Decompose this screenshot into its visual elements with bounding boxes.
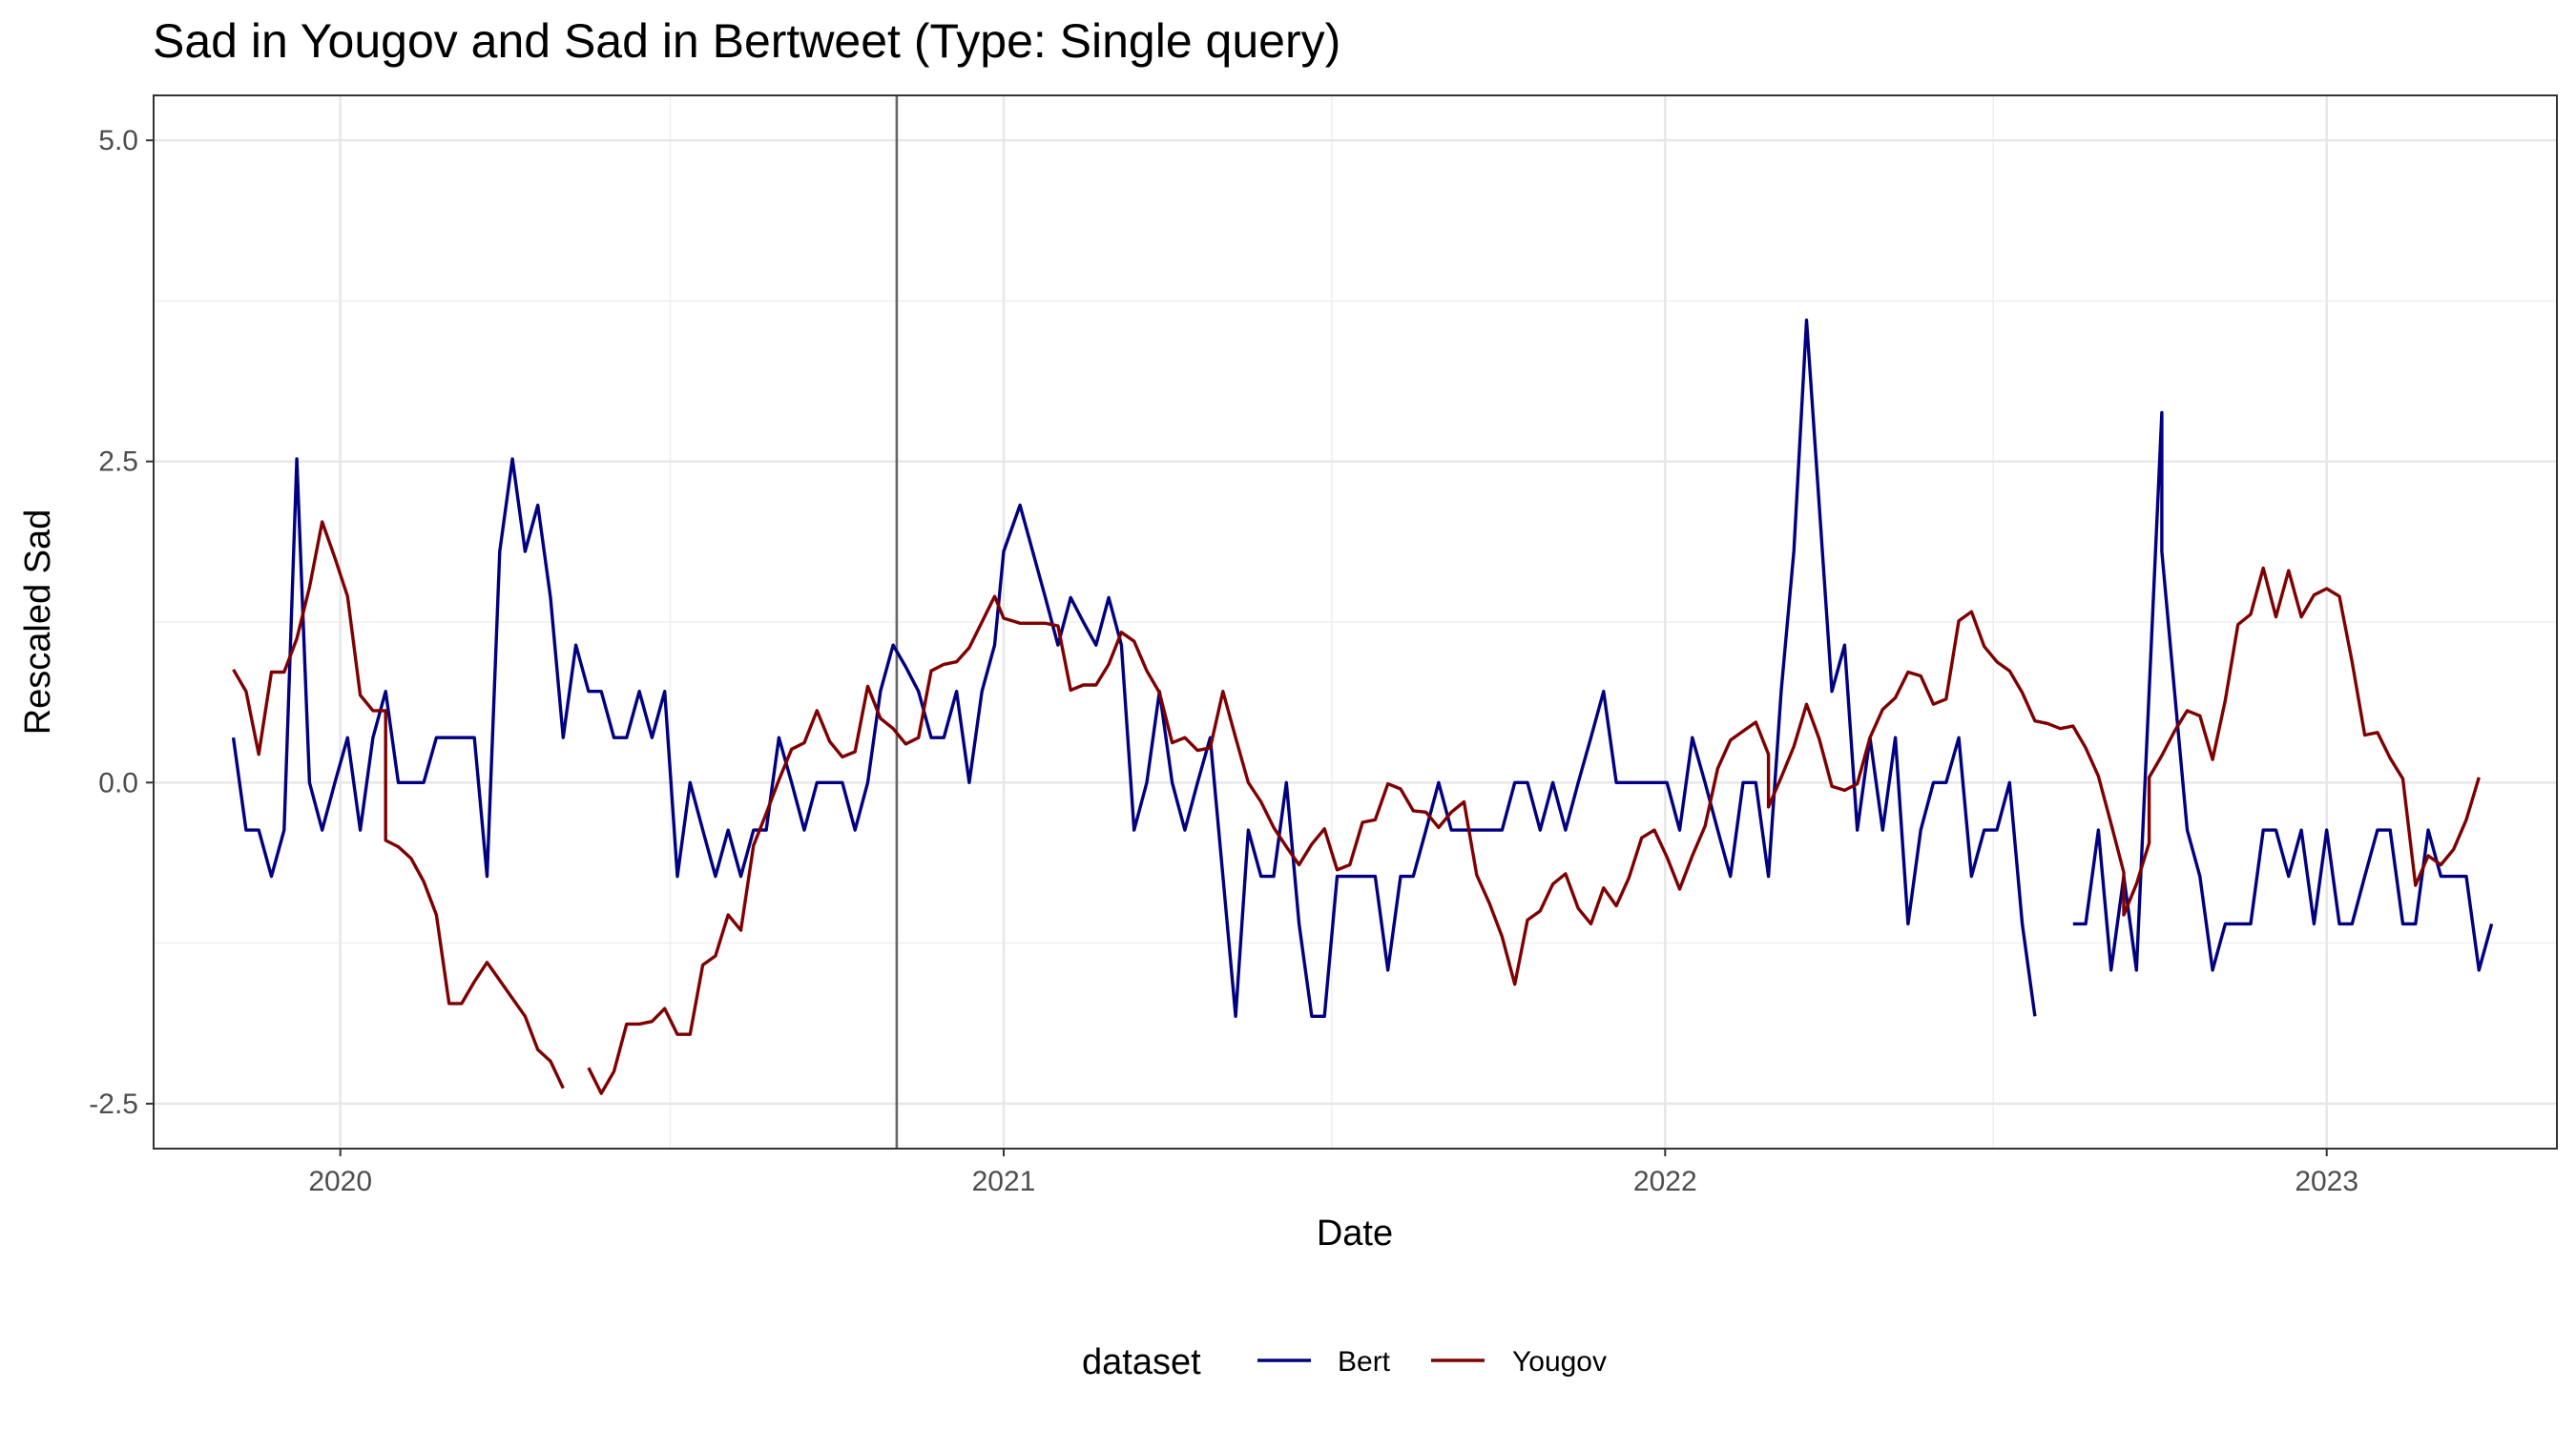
x-axis-title: Date <box>1317 1213 1393 1254</box>
y-axis-title: Rescaled Sad <box>18 509 58 736</box>
y-tick-label: 0.0 <box>98 767 138 798</box>
series-line-yougov <box>587 566 2481 1095</box>
axis-ticks: 5.0 2.5 0.0 -2.5 2020 2021 2022 2023 <box>89 125 2358 1197</box>
y-tick-label: 5.0 <box>98 125 138 156</box>
legend-label-yougov: Yougov <box>1512 1346 1607 1378</box>
series-line-yougov <box>232 520 565 1089</box>
x-tick-label: 2022 <box>1633 1166 1697 1197</box>
chart-title: Sad in Yougov and Sad in Bertweet (Type:… <box>153 14 1340 68</box>
plot-panel-border <box>153 94 2558 1150</box>
legend-title: dataset <box>1082 1342 1201 1382</box>
legend: dataset Bert Yougov <box>1082 1342 1607 1382</box>
x-tick-label: 2020 <box>308 1166 372 1197</box>
grid-lines <box>154 95 2557 1149</box>
legend-label-bert: Bert <box>1338 1346 1391 1378</box>
series-line-bert <box>2072 410 2494 972</box>
x-tick-label: 2023 <box>2295 1166 2358 1197</box>
series-line-bert <box>231 318 2037 1018</box>
y-tick-label: -2.5 <box>89 1089 138 1120</box>
x-tick-label: 2021 <box>972 1166 1036 1197</box>
y-tick-label: 2.5 <box>98 446 138 478</box>
series-lines <box>231 318 2494 1095</box>
